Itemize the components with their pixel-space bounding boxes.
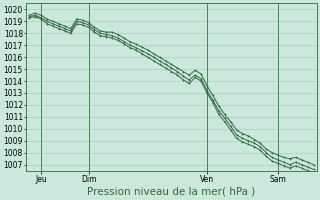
X-axis label: Pression niveau de la mer( hPa ): Pression niveau de la mer( hPa ) xyxy=(87,187,256,197)
